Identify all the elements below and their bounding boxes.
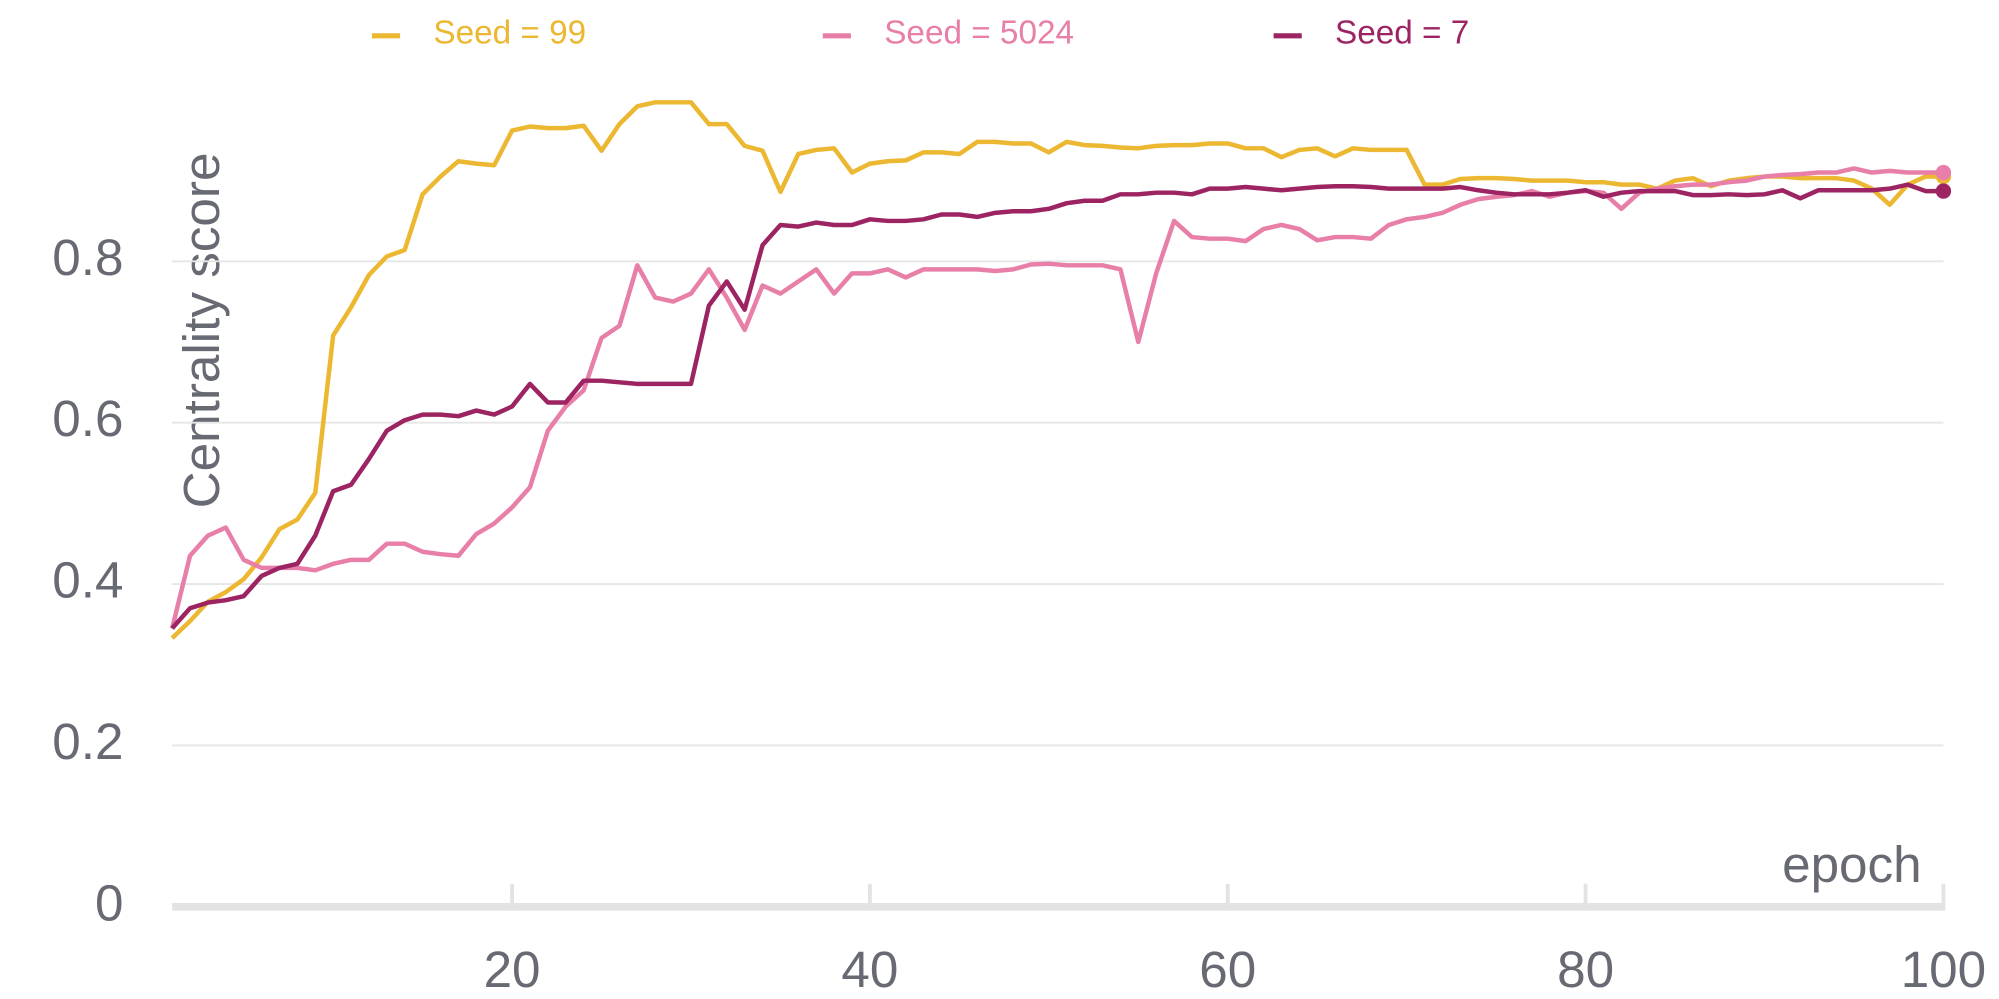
y-tick-label: 0.4 [52, 552, 123, 609]
end-point [1935, 183, 1952, 199]
x-tick-label: 40 [841, 941, 898, 998]
x-tick-label: 60 [1199, 941, 1256, 998]
legend-label: Seed = 99 [433, 14, 586, 51]
series-line [169, 166, 1944, 629]
legend-label: Seed = 7 [1335, 14, 1469, 51]
y-tick-label: 0.8 [52, 229, 123, 286]
end-point [1935, 164, 1952, 181]
y-axis-label: Centrality score [173, 153, 230, 509]
y-tick-label: 0.6 [52, 390, 123, 447]
series-line [170, 100, 1944, 640]
x-tick-label: 100 [1901, 941, 1986, 998]
x-tick-label: 20 [484, 941, 541, 998]
x-tick-label: 80 [1557, 941, 1614, 998]
legend-label: Seed = 5024 [884, 14, 1074, 51]
x-axis-label: epoch [1782, 836, 1922, 893]
series-line [170, 182, 1944, 630]
y-tick-label: 0 [95, 874, 124, 931]
y-tick-label: 0.2 [52, 713, 123, 770]
